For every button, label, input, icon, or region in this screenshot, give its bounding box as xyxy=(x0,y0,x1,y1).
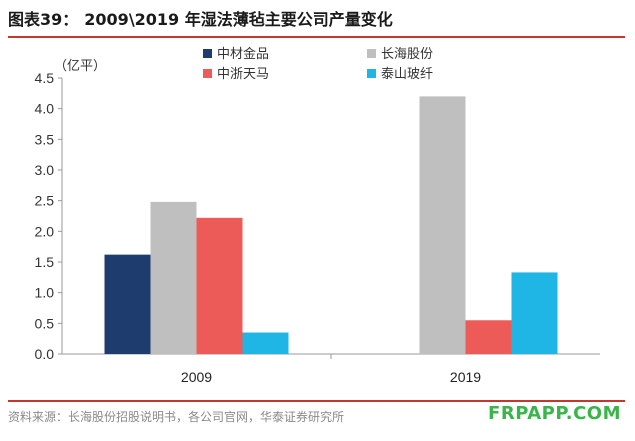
source-note: 资料来源：长海股份招股说明书，各公司官网，华泰证券研究所 xyxy=(8,410,345,424)
y-tick-label: 2.0 xyxy=(35,223,55,239)
title-divider xyxy=(8,36,625,38)
y-tick-label: 0.5 xyxy=(35,315,55,331)
y-tick-label: 4.0 xyxy=(35,101,55,117)
y-tick-label: 0.0 xyxy=(35,346,55,362)
y-tick-label: 1.0 xyxy=(35,285,55,301)
y-tick-label: 4.5 xyxy=(35,70,55,86)
y-tick-label: 3.5 xyxy=(35,131,55,147)
watermark-text: FRPAPP.COM xyxy=(488,403,621,424)
y-tick-label: 3.0 xyxy=(35,162,55,178)
bar-chart: （亿平） 0.0 0.5 1.0 1.5 2.0 2.5 3.0 3.5 4.0 4.5 2009 20… xyxy=(35,46,600,385)
footer-divider xyxy=(8,400,625,402)
legend-label: 中浙天马 xyxy=(217,67,269,82)
bar-2009-1 xyxy=(150,201,197,354)
bar-2009-0 xyxy=(104,254,151,354)
x-tick-label: 2019 xyxy=(450,369,481,385)
bar-2019-3 xyxy=(511,272,558,354)
legend-label: 泰山玻纤 xyxy=(381,67,433,82)
bar-2019-2 xyxy=(465,320,512,354)
legend-swatch xyxy=(367,49,376,58)
bar-2009-3 xyxy=(242,332,289,354)
legend-label: 中材金品 xyxy=(217,46,269,62)
legend-swatch xyxy=(203,49,212,58)
figure-title: 图表39： 2009\2019 年湿法薄毡主要公司产量变化 xyxy=(8,8,393,32)
legend-swatch xyxy=(367,69,376,78)
bar-2019-1 xyxy=(419,96,466,355)
legend-label: 长海股份 xyxy=(381,47,433,62)
y-tick-label: 2.5 xyxy=(35,193,55,209)
figure-title-text: 2009\2019 年湿法薄毡主要公司产量变化 xyxy=(84,10,393,29)
y-tick-label: 1.5 xyxy=(35,254,55,270)
x-tick-label: 2009 xyxy=(181,369,212,385)
legend-swatch xyxy=(203,69,212,78)
bar-2009-2 xyxy=(196,217,243,354)
y-axis-label: （亿平） xyxy=(54,59,106,74)
figure-label: 图表39： xyxy=(8,10,79,29)
